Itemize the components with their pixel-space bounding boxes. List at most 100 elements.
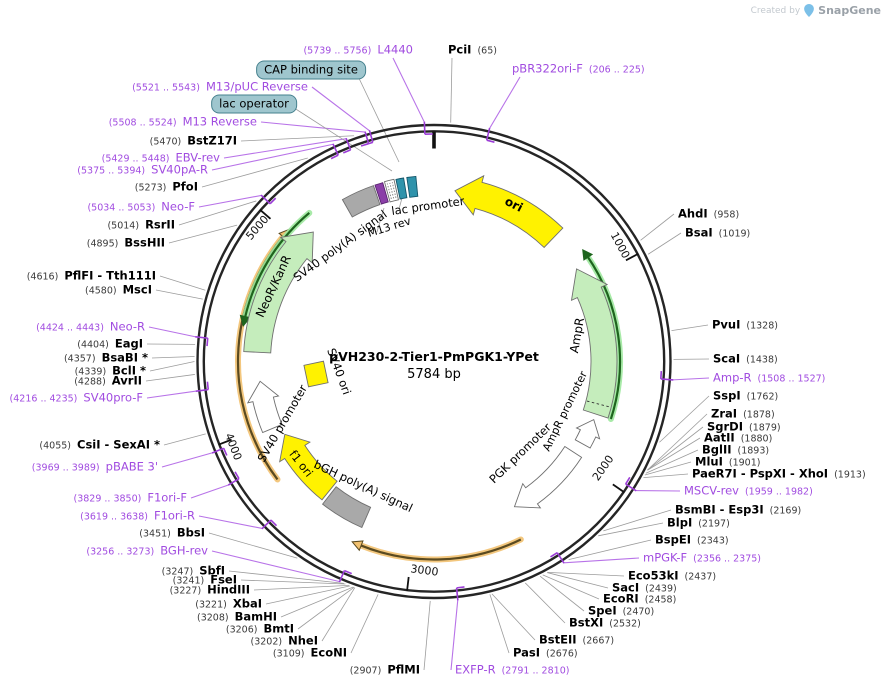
site-label-Eco53kI[interactable]: Eco53kI (2437) <box>628 570 716 582</box>
feature-pill-cap-binding-site[interactable]: CAP binding site <box>256 60 366 80</box>
feature-ampr-promoter[interactable] <box>574 419 601 449</box>
leader-SV40pro-F <box>146 390 197 399</box>
feature-sv40-polya-signal[interactable] <box>341 185 381 218</box>
feature-label-ampr[interactable]: AmpR <box>567 316 587 354</box>
feature-leader-line-0 <box>355 71 400 163</box>
site-label-BamHI[interactable]: (3208) BamHI <box>197 611 277 623</box>
site-label-BstZ17I[interactable]: (5470) BstZ17I <box>150 135 237 147</box>
site-label-ScaI[interactable]: ScaI (1438) <box>713 353 778 365</box>
site-label-SbfI[interactable]: (3247) SbfI <box>162 565 225 577</box>
site-label-SV40pA-R[interactable]: (5375 .. 5394) SV40pA-R <box>77 164 208 176</box>
site-label-BclI-[interactable]: (4339) BclI * <box>75 365 146 377</box>
feature-lac-promoter-box1[interactable] <box>395 177 408 200</box>
site-name: mPGK-F <box>643 550 688 565</box>
site-label-M13-Reverse[interactable]: (5508 .. 5524) M13 Reverse <box>109 116 257 128</box>
feature-pill-lac-operator[interactable]: lac operator <box>211 94 297 114</box>
site-label-BbsI[interactable]: (3451) BbsI <box>139 527 205 539</box>
feature-lac-operator-box[interactable] <box>383 178 399 203</box>
site-label-RsrII[interactable]: (5014) RsrII <box>107 219 175 231</box>
site-label-EXFP-R[interactable]: EXFP-R (2791 .. 2810) <box>455 664 569 676</box>
site-label-AatII[interactable]: AatII (1880) <box>704 432 772 444</box>
site-position: (2343) <box>696 535 729 547</box>
feature-lac-promoter-box2[interactable] <box>406 175 419 198</box>
site-name: PciI <box>448 42 472 57</box>
site-label-M13-pUC-Reverse[interactable]: (5521 .. 5543) M13/pUC Reverse <box>132 81 308 93</box>
site-name: BstEII <box>539 632 577 647</box>
site-label-MluI[interactable]: MluI (1901) <box>695 456 760 468</box>
feature-ampr[interactable] <box>570 268 618 419</box>
feature-pgk-promoter[interactable] <box>513 445 583 509</box>
feature-f1-ori[interactable] <box>279 433 338 501</box>
site-label-BsaBI-[interactable]: (4357) BsaBI * <box>64 352 148 364</box>
site-label-Neo-F[interactable]: (5034 .. 5053) Neo-F <box>87 201 195 213</box>
site-name: SbfI <box>199 563 225 578</box>
site-label-XbaI[interactable]: (3221) XbaI <box>195 598 262 610</box>
primer-mark-Neo-F <box>260 194 271 205</box>
feature-ori[interactable] <box>454 174 564 249</box>
scale-tick-label-2000: 2000 <box>590 453 617 483</box>
leader-BssHII <box>168 224 238 244</box>
site-label-BsaI[interactable]: BsaI (1019) <box>685 227 750 239</box>
site-label-SpeI[interactable]: SpeI (2470) <box>588 605 654 617</box>
site-label-PflMI[interactable]: (2907) PflMI <box>350 664 420 676</box>
site-position: (2791 .. 2810) <box>501 665 570 677</box>
site-label-BsmBI-Esp3I[interactable]: BsmBI - Esp3I (2169) <box>675 504 801 516</box>
site-label-pBABE-3-[interactable]: (3969 .. 3989) pBABE 3' <box>32 461 158 473</box>
site-label-SacI[interactable]: SacI (2439) <box>612 582 677 594</box>
site-label-SV40pro-F[interactable]: (4216 .. 4235) SV40pro-F <box>10 392 143 404</box>
site-label-PflFI-Tth111I[interactable]: (4616) PflFI - Tth111I <box>27 270 156 282</box>
site-label-F1ori-F[interactable]: (3829 .. 3850) F1ori-F <box>73 492 187 504</box>
site-position: (5508 .. 5524) <box>108 117 177 129</box>
site-label-Neo-R[interactable]: (4424 .. 4443) Neo-R <box>36 321 145 333</box>
site-label-FseI[interactable]: (3241) FseI <box>173 574 237 586</box>
feature-m13-rev-box[interactable] <box>374 182 389 205</box>
site-label-AvrII[interactable]: (4288) AvrII <box>74 375 142 387</box>
site-label-HindIII[interactable]: (3227) HindIII <box>170 584 250 596</box>
site-label-EagI[interactable]: (4404) EagI <box>77 338 143 350</box>
site-label-BglII[interactable]: BglII (1893) <box>702 444 769 456</box>
site-label-SspI[interactable]: SspI (1762) <box>713 390 778 402</box>
site-label-PvuI[interactable]: PvuI (1328) <box>712 319 778 331</box>
site-label-BspEI[interactable]: BspEI (2343) <box>655 534 729 546</box>
site-name: PasI <box>513 645 541 660</box>
site-label-BmtI[interactable]: (3206) BmtI <box>226 623 294 635</box>
site-label-SgrDI[interactable]: SgrDI (1879) <box>707 421 781 433</box>
site-label-BlpI[interactable]: BlpI (2197) <box>667 517 730 529</box>
feature-bgh-polya-signal[interactable] <box>321 486 372 529</box>
feature-neor-kanr[interactable] <box>243 231 314 354</box>
site-label-BstEII[interactable]: BstEII (2667) <box>539 634 614 646</box>
site-label-PfoI[interactable]: (5273) PfoI <box>135 181 198 193</box>
feature-sv40-ori-box[interactable] <box>303 360 329 388</box>
site-label-BssHII[interactable]: (4895) BssHII <box>87 237 165 249</box>
site-label-PaeR7I-PspXI-XhoI[interactable]: PaeR7I - PspXI - XhoI (1913) <box>692 468 866 480</box>
site-label-ZraI[interactable]: ZraI (1878) <box>711 408 775 420</box>
leader-BstEII <box>491 593 536 641</box>
primer-mark-foot-EXFP-R <box>456 586 465 589</box>
orf-neor[interactable] <box>243 212 311 319</box>
site-label-MscI[interactable]: (4580) MscI <box>85 284 152 296</box>
site-label-PciI[interactable]: PciI (65) <box>448 44 497 56</box>
site-label-PasI[interactable]: PasI (2676) <box>513 647 578 659</box>
site-label-Amp-R[interactable]: Amp-R (1508 .. 1527) <box>713 372 825 384</box>
site-label-EcoNI[interactable]: (3109) EcoNI <box>273 647 347 659</box>
site-name: BbsI <box>176 525 205 540</box>
orf-ypet[interactable] <box>359 538 522 561</box>
site-label-mPGK-F[interactable]: mPGK-F (2356 .. 2375) <box>643 552 761 564</box>
site-label-EcoRI[interactable]: EcoRI (2458) <box>603 593 676 605</box>
orf-ampr[interactable] <box>586 255 622 420</box>
site-label-F1ori-R[interactable]: (3619 .. 3638) F1ori-R <box>80 510 195 522</box>
site-label-BstXI[interactable]: BstXI (2532) <box>569 617 641 629</box>
site-label-BGH-rev[interactable]: (3256 .. 3273) BGH-rev <box>86 545 208 557</box>
primer-mark-foot-MSCV-rev <box>624 476 631 485</box>
site-label-NheI[interactable]: (3202) NheI <box>251 635 318 647</box>
site-label-L4440[interactable]: (5739 .. 5756) L4440 <box>303 44 413 56</box>
site-label-pBR322ori-F[interactable]: pBR322ori-F (206 .. 225) <box>512 63 645 75</box>
site-position: (2907) <box>349 665 382 677</box>
site-label-EBV-rev[interactable]: (5429 .. 5448) EBV-rev <box>102 152 220 164</box>
leader-BstZ17I <box>240 135 355 142</box>
site-label-AhdI[interactable]: AhdI (958) <box>678 208 739 220</box>
site-label-MSCV-rev[interactable]: MSCV-rev (1959 .. 1982) <box>684 485 813 497</box>
site-label-CsiI-SexAI-[interactable]: (4055) CsiI - SexAI * <box>39 439 160 451</box>
feature-sv40-promoter[interactable] <box>246 380 283 434</box>
